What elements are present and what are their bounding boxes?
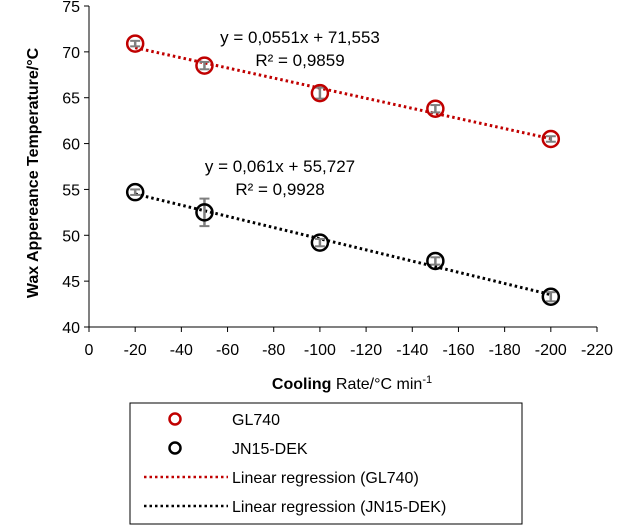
data-point-1 (195, 203, 214, 222)
legend-box (129, 402, 523, 525)
x-tick-label: -60 (216, 342, 239, 359)
x-tick-label: -220 (581, 342, 613, 359)
x-axis-title: Cooling Rate/°C min-1 (272, 374, 432, 393)
equation-gl740: y = 0,0551x + 71,553 (220, 28, 380, 47)
y-tick-label: 70 (62, 45, 80, 62)
y-axis-title: Wax Appereance Temperature/°C (25, 47, 42, 298)
data-point-1 (125, 182, 145, 202)
data-points (125, 34, 561, 306)
x-tick-label: -20 (124, 342, 147, 359)
legend-label-reg-jn15: Linear regression (JN15-DEK) (232, 499, 446, 516)
r2-gl740: R² = 0,9859 (255, 51, 344, 70)
x-tick-label: -120 (350, 342, 382, 359)
data-point-0 (426, 99, 445, 118)
x-tick-label: -100 (304, 342, 336, 359)
data-point-1 (310, 233, 330, 252)
y-tick-label: 55 (62, 182, 80, 199)
data-point-0 (541, 129, 561, 149)
y-tick-label: 40 (62, 320, 80, 337)
y-tick-label: 45 (62, 274, 80, 291)
data-point-0 (125, 34, 145, 53)
x-tick-label: 0 (85, 342, 94, 359)
x-tick-label: -180 (489, 342, 521, 359)
equation-jn15: y = 0,061x + 55,727 (205, 157, 355, 176)
x-tick-label: -40 (170, 342, 193, 359)
axes (88, 6, 597, 328)
x-tick-label: -80 (262, 342, 285, 359)
legend-marker-gl740 (168, 412, 182, 426)
data-point-1 (426, 251, 445, 271)
x-tick-label: -160 (442, 342, 474, 359)
data-point-1 (541, 287, 561, 306)
y-tick-label: 60 (62, 137, 80, 154)
y-tick-label: 75 (62, 0, 80, 16)
x-ticks: 0 -20 -40 -60 -80 -100 -120 -140 -160 -180 -200 -22… (85, 327, 613, 359)
legend-label-jn15: JN15-DEK (232, 441, 308, 458)
data-point-0 (310, 83, 330, 103)
y-ticks: 40 45 50 55 60 65 70 75 (62, 0, 89, 337)
y-tick-label: 65 (62, 91, 80, 108)
x-tick-label: -140 (396, 342, 428, 359)
legend-marker-jn15 (168, 441, 182, 455)
legend-label-gl740: GL740 (232, 412, 280, 429)
x-tick-label: -200 (535, 342, 567, 359)
data-point-0 (195, 56, 214, 75)
r2-jn15: R² = 0,9928 (235, 180, 324, 199)
y-tick-label: 50 (62, 228, 80, 245)
legend-label-reg-gl740: Linear regression (GL740) (232, 470, 419, 487)
